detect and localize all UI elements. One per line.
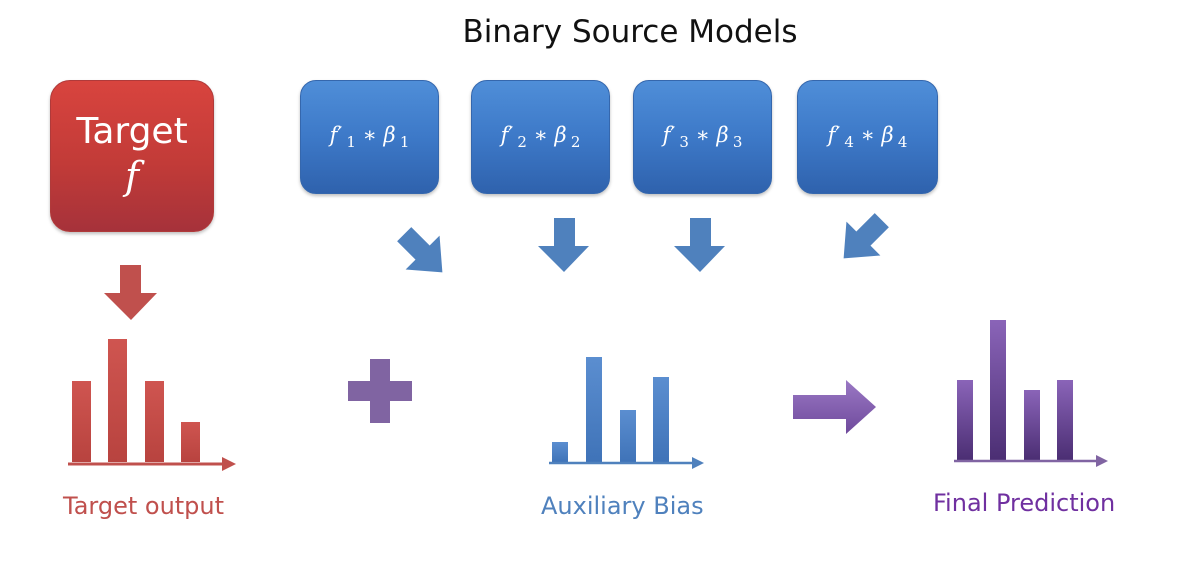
red-bar-3 [145,381,164,462]
right-arrow-icon [793,380,876,434]
red-axis-arrowhead [222,457,236,471]
target-box-symbol: f [124,154,140,198]
final-prediction-label: Final Prediction [933,489,1116,517]
auxiliary-bias-label: Auxiliary Bias [541,492,704,520]
source-formula-2: f′ 2 ∗ β 2 [500,122,581,152]
diagram-title: Binary Source Models [462,14,798,50]
source-formula-3: f′ 3 ∗ β 3 [662,122,743,152]
blue-bar-4 [653,377,669,462]
diagonal-arrow-down-right-icon [397,227,443,273]
blue-bar-1 [552,442,568,462]
blue-axis-arrowhead [692,457,704,469]
source-model-box-3: f′ 3 ∗ β 3 [633,80,772,194]
target-model-box: Target f [50,80,214,232]
target-output-label: Target output [63,492,225,520]
plus-icon [348,359,412,423]
final-prediction-chart [954,320,1108,467]
down-arrow-icon [104,265,157,320]
blue-bar-3 [620,410,636,462]
red-bar-4 [181,422,200,462]
down-arrow-icon [674,218,725,272]
source-formula-1: f′ 1 ∗ β 1 [329,122,410,152]
red-bar-2 [108,339,127,462]
purple-bar-1 [957,380,973,460]
source-model-box-4: f′ 4 ∗ β 4 [797,80,938,194]
target-box-label: Target [76,111,188,152]
purple-bar-4 [1057,380,1073,460]
source-model-box-2: f′ 2 ∗ β 2 [471,80,610,194]
auxiliary-bias-chart [549,357,704,469]
purple-axis-arrowhead [1096,455,1108,467]
target-output-chart [68,339,236,471]
source-formula-4: f′ 4 ∗ β 4 [827,122,908,152]
down-arrow-icon [538,218,589,272]
red-bar-1 [72,381,91,462]
purple-bar-2 [990,320,1006,460]
source-model-box-1: f′ 1 ∗ β 1 [300,80,439,194]
blue-bar-2 [586,357,602,462]
diagonal-arrow-down-left-icon [843,213,889,259]
purple-bar-3 [1024,390,1040,460]
